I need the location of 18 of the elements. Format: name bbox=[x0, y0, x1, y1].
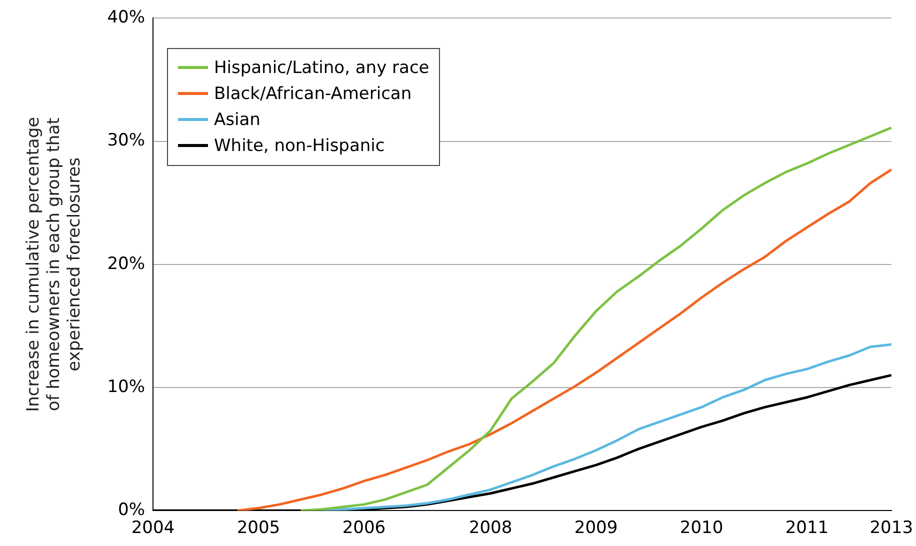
x-tick-label: 2006 bbox=[342, 518, 386, 538]
y-tick-label: 20% bbox=[107, 254, 145, 274]
y-tick-label: 40% bbox=[107, 8, 145, 28]
legend-label: White, non-Hispanic bbox=[214, 136, 385, 156]
x-tick-label: 2013 bbox=[870, 518, 913, 538]
legend-label: Hispanic/Latino, any race bbox=[214, 58, 430, 78]
y-tick-label: 0% bbox=[118, 500, 145, 520]
x-tick-label: 2010 bbox=[680, 518, 724, 538]
x-tick-label: 2009 bbox=[574, 518, 618, 538]
legend-label: Black/African-American bbox=[214, 84, 412, 104]
y-axis-title: Increase in cumulative percentage of homeowners in each group that experienced foreclosures bbox=[24, 116, 84, 412]
x-tick-label: 2005 bbox=[236, 518, 280, 538]
y-tick-label: 10% bbox=[107, 376, 145, 397]
legend-label: Asian bbox=[214, 110, 260, 130]
x-tick-label: 2004 bbox=[131, 518, 175, 538]
y-tick-label: 30% bbox=[107, 130, 145, 151]
x-tick-label: 2011 bbox=[785, 518, 829, 538]
x-tick-label: 2008 bbox=[468, 518, 512, 538]
